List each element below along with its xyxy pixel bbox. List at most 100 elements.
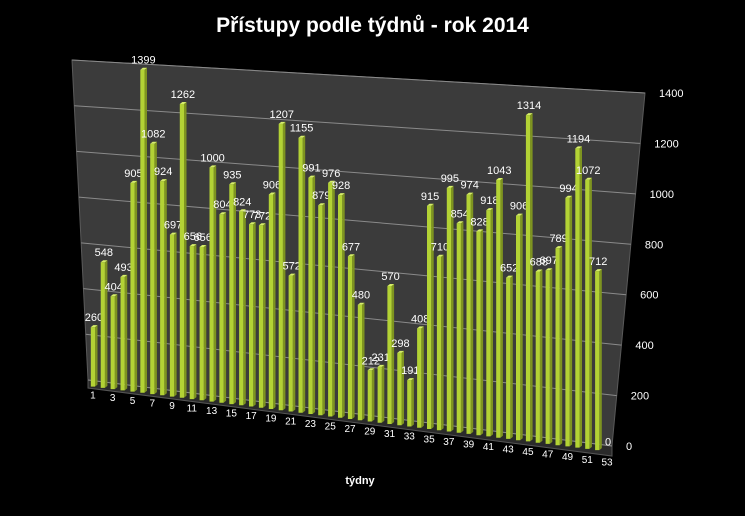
data-label: 1399 [131, 55, 155, 67]
bar-side [144, 67, 147, 393]
x-tick-label: 41 [483, 442, 495, 453]
bar-top [150, 141, 157, 144]
bar [199, 247, 204, 401]
data-label: 677 [342, 241, 360, 253]
bar [427, 205, 432, 429]
bar [436, 256, 442, 431]
bar [397, 352, 402, 426]
data-label: 712 [589, 256, 607, 268]
data-label: 231 [371, 352, 389, 364]
bar-top [575, 146, 582, 149]
y-tick-label: 1400 [659, 88, 683, 100]
data-label: 1043 [487, 165, 511, 177]
data-label: 298 [391, 338, 409, 350]
bar-top [120, 274, 128, 277]
bar-side [332, 180, 335, 417]
bar-side [184, 102, 187, 398]
bar [318, 205, 323, 416]
data-label: 1155 [290, 123, 314, 135]
bar [575, 148, 580, 448]
bar-top [258, 223, 266, 226]
bar-side [342, 193, 345, 418]
x-tick-label: 5 [130, 396, 136, 407]
bar-side [391, 284, 395, 424]
bar [347, 256, 353, 419]
bar [328, 182, 333, 417]
bar-side [312, 175, 316, 414]
bar-top [110, 294, 118, 297]
bar [209, 167, 214, 402]
bar-side [282, 121, 286, 411]
data-label: 570 [381, 271, 399, 283]
bar-top [387, 284, 395, 286]
bar-side [193, 244, 197, 400]
bar [545, 270, 550, 444]
x-axis-label: týdny [345, 475, 375, 487]
y-tick-label: 1000 [650, 189, 674, 201]
bar-side [510, 275, 513, 439]
gridline [74, 105, 641, 144]
x-tick-label: 7 [149, 398, 155, 409]
bar [417, 328, 422, 428]
bar-side [114, 294, 118, 390]
bar [506, 277, 511, 439]
bar-side [174, 232, 177, 397]
data-label: 688 [530, 256, 548, 268]
bar-top [446, 185, 454, 188]
bar-side [401, 350, 404, 426]
data-label: 905 [124, 168, 142, 180]
bar-top [338, 193, 345, 196]
bar-side [421, 326, 424, 428]
bar [249, 224, 254, 407]
data-label: 924 [154, 166, 172, 178]
data-label: 656 [184, 231, 202, 243]
bar-side [292, 273, 296, 412]
bar-side [569, 195, 573, 447]
bar [535, 271, 540, 443]
x-tick-label: 35 [424, 434, 436, 445]
data-label: 493 [114, 262, 132, 274]
bar-top [565, 195, 573, 198]
bar-top [486, 208, 493, 211]
data-label: 548 [95, 247, 113, 259]
bar-side [273, 192, 276, 409]
bar-side [164, 179, 167, 396]
x-tick-label: 9 [169, 401, 175, 412]
bar [160, 181, 165, 396]
x-tick-label: 21 [285, 416, 297, 427]
bar-side [243, 209, 246, 406]
bar [446, 187, 451, 432]
bar [150, 143, 155, 395]
x-tick-label: 17 [246, 411, 258, 422]
data-label: 408 [411, 313, 429, 325]
bar-side [500, 178, 503, 438]
bar-side [441, 254, 444, 431]
bar [239, 211, 244, 406]
data-label: 976 [322, 168, 340, 180]
bar [555, 248, 560, 446]
bar-top [288, 273, 296, 276]
bar-top [347, 254, 355, 257]
bar [110, 296, 115, 390]
bar [258, 225, 264, 408]
bar-top [160, 179, 167, 182]
bar-top [209, 165, 217, 168]
bar [357, 304, 362, 421]
bar-top [407, 378, 414, 381]
bar [456, 223, 461, 433]
bar [516, 215, 521, 441]
bar-side [134, 180, 138, 392]
data-label: 1207 [270, 109, 294, 121]
data-label: 0 [605, 436, 611, 448]
bar-top [417, 326, 424, 329]
data-label: 191 [401, 365, 419, 377]
bar-top [466, 192, 474, 195]
x-tick-label: 43 [503, 445, 515, 456]
bar [298, 137, 303, 413]
bar-top [545, 268, 553, 271]
y-tick-label: 0 [626, 441, 632, 453]
data-label: 828 [470, 216, 488, 228]
bar-side [302, 135, 306, 413]
data-label: 906 [263, 179, 281, 191]
x-tick-label: 15 [226, 409, 238, 420]
